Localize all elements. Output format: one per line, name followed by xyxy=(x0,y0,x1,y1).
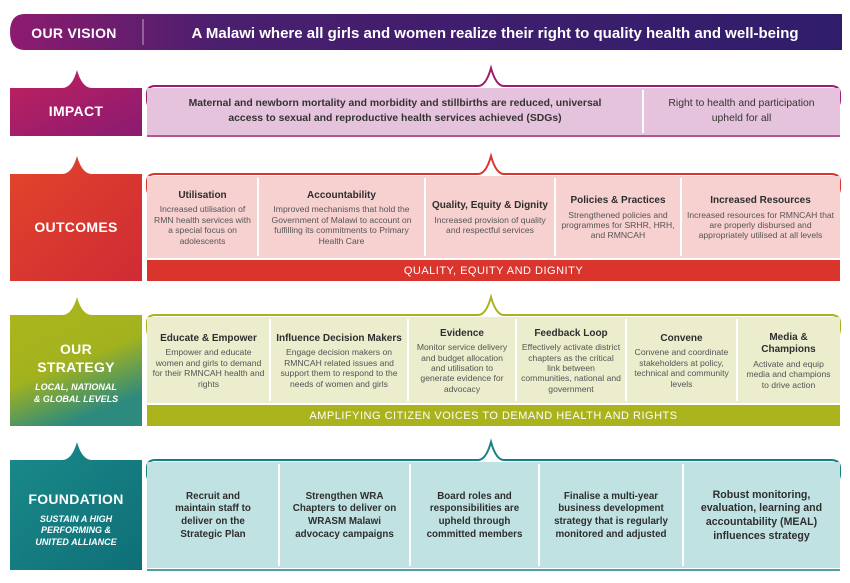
foundation-cell-text: Board roles and responsibilities are uph… xyxy=(426,490,523,540)
foundation-cell: Strengthen WRA Chapters to deliver on WR… xyxy=(279,466,410,566)
strategy-body: Empower and educate women and girls to d… xyxy=(152,347,265,389)
strategy-cells: Educate & Empower Empower and educate wo… xyxy=(147,321,840,401)
outcome-cell: Policies & Practices Strengthened polici… xyxy=(555,180,681,256)
impact-label-box: IMPACT xyxy=(10,88,142,136)
strategy-body: Convene and coordinate stakeholders at p… xyxy=(634,347,729,389)
foundation-cell-text: Strengthen WRA Chapters to deliver on WR… xyxy=(292,490,397,540)
foundation-cell-text: Robust monitoring, evaluation, learning … xyxy=(700,488,823,542)
strategy-body: Effectively activate district chapters a… xyxy=(521,342,621,394)
strategy-strip-bg xyxy=(147,405,840,426)
impact-cells: Maternal and newborn mortality and morbi… xyxy=(147,90,840,133)
foundation-fill xyxy=(147,462,840,568)
outcome-body: Increased provision of quality and respe… xyxy=(434,214,546,236)
strategy-cell: Feedback Loop Effectively activate distr… xyxy=(516,321,626,401)
strategy-title: Media & Champions xyxy=(761,331,816,356)
foundation-cell: Robust monitoring, evaluation, learning … xyxy=(683,466,840,566)
strategy-label: OUR STRATEGY xyxy=(37,341,115,375)
outcomes-strip: QUALITY, EQUITY AND DIGNITY xyxy=(403,264,584,277)
strategy-sublabel-line: LOCAL, NATIONAL xyxy=(35,382,117,393)
outcome-body: Improved mechanisms that hold the Govern… xyxy=(271,204,412,246)
foundation-label: FOUNDATION xyxy=(28,491,124,508)
outcome-title: Policies & Practices xyxy=(570,195,666,207)
foundation-cells: Recruit and maintain staff to deliver on… xyxy=(147,466,840,566)
strategy-label-box: OUR STRATEGY LOCAL, NATIONAL & GLOBAL LE… xyxy=(10,315,142,426)
outcomes-label-box: OUTCOMES xyxy=(10,174,142,281)
foundation-sublabel-line: PERFORMING & xyxy=(40,525,111,536)
foundation-cell: Recruit and maintain staff to deliver on… xyxy=(147,466,279,566)
impact-fill xyxy=(147,88,840,135)
impact-cell: Right to health and participation upheld… xyxy=(643,90,840,133)
strategy-title: Feedback Loop xyxy=(534,327,608,339)
impact-tab xyxy=(10,70,142,136)
outcomes-tab xyxy=(10,156,142,281)
foundation-label-box: FOUNDATION SUSTAIN A HIGH PERFORMING & U… xyxy=(10,460,142,570)
strategy-title: Influence Decision Makers xyxy=(276,332,402,344)
strategy-fill xyxy=(147,317,840,403)
strategy-title: Evidence xyxy=(440,327,484,339)
outcome-cell: Quality, Equity & Dignity Increased prov… xyxy=(425,180,555,256)
outcome-title: Quality, Equity & Dignity xyxy=(432,200,548,212)
strategy-cell: Educate & Empower Empower and educate wo… xyxy=(147,321,270,401)
outcome-title: Increased Resources xyxy=(710,195,811,207)
impact-cell: Maternal and newborn mortality and morbi… xyxy=(147,90,643,133)
outcome-title: Accountability xyxy=(307,189,376,201)
vision-label: OUR VISION xyxy=(31,25,117,41)
strategy-cell: Convene Convene and coordinate stakehold… xyxy=(626,321,737,401)
outcome-cell: Utilisation Increased utilisation of RMN… xyxy=(147,180,258,256)
strategy-strip: AMPLIFYING CITIZEN VOICES TO DEMAND HEAL… xyxy=(309,409,678,422)
strategy-tab xyxy=(10,297,142,426)
strategy-cell: Media & Champions Activate and equip med… xyxy=(737,321,840,401)
foundation-cell: Finalise a multi-year business developme… xyxy=(539,466,683,566)
outcome-cell: Increased Resources Increased resources … xyxy=(681,180,840,256)
impact-label: IMPACT xyxy=(48,103,104,120)
outcomes-strip-bg xyxy=(147,260,840,281)
outcome-body: Strengthened policies and programmes for… xyxy=(561,209,675,241)
outcome-title: Utilisation xyxy=(178,189,227,201)
vision-bar xyxy=(10,14,842,50)
foundation-cell: Board roles and responsibilities are uph… xyxy=(410,466,539,566)
outcomes-cells: Utilisation Increased utilisation of RMN… xyxy=(147,180,840,256)
outcomes-fill xyxy=(147,176,840,258)
impact-cell-text: Maternal and newborn mortality and morbi… xyxy=(188,98,602,124)
strategy-cell: Evidence Monitor service delivery and bu… xyxy=(408,321,516,401)
strategy-body: Monitor service delivery and budget allo… xyxy=(416,342,508,394)
impact-cell-text: Right to health and participation upheld… xyxy=(668,98,815,124)
foundation-dividers xyxy=(278,464,684,566)
outcome-cell: Accountability Improved mechanisms that … xyxy=(258,180,425,256)
outcome-body: Increased resources for RMNCAH that are … xyxy=(686,209,835,241)
foundation-tab xyxy=(10,442,142,570)
strategy-body: Activate and equip media and champions t… xyxy=(746,358,831,390)
strategy-title: Convene xyxy=(660,332,703,344)
strategy-sublabel-line: & GLOBAL LEVELS xyxy=(33,394,119,404)
vision-statement: A Malawi where all girls and women reali… xyxy=(191,24,799,42)
strategy-body: Engage decision makers on RMNCAH related… xyxy=(280,347,398,389)
strategy-cell: Influence Decision Makers Engage decisio… xyxy=(270,321,408,401)
foundation-cell-text: Finalise a multi-year business developme… xyxy=(554,490,668,540)
outcomes-label: OUTCOMES xyxy=(34,218,118,235)
strategy-title: Educate & Empower xyxy=(160,332,257,344)
foundation-sublabel-line: SUSTAIN A HIGH xyxy=(39,513,113,524)
outcome-body: Increased utilisation of RMN health serv… xyxy=(154,204,251,246)
strategy-dividers xyxy=(269,319,738,401)
foundation-cell-text: Recruit and maintain staff to deliver on… xyxy=(175,490,251,540)
outcomes-dividers xyxy=(257,178,682,256)
foundation-sublabel-line: UNITED ALLIANCE xyxy=(35,537,117,548)
